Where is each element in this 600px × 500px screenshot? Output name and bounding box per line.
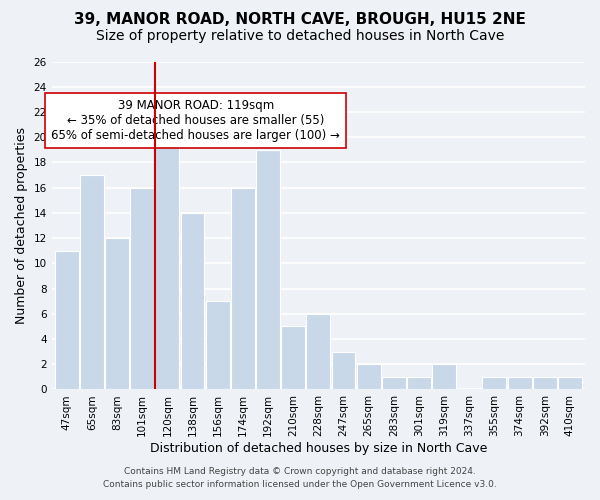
Text: Contains HM Land Registry data © Crown copyright and database right 2024.
Contai: Contains HM Land Registry data © Crown c… xyxy=(103,468,497,489)
Bar xyxy=(130,188,154,390)
Bar xyxy=(155,112,179,390)
Bar xyxy=(80,175,104,390)
Bar xyxy=(332,352,355,390)
Bar xyxy=(231,188,255,390)
Bar xyxy=(432,364,456,390)
Bar xyxy=(307,314,330,390)
Y-axis label: Number of detached properties: Number of detached properties xyxy=(15,127,28,324)
Bar xyxy=(356,364,380,390)
X-axis label: Distribution of detached houses by size in North Cave: Distribution of detached houses by size … xyxy=(149,442,487,455)
Bar xyxy=(105,238,129,390)
Text: 39 MANOR ROAD: 119sqm
← 35% of detached houses are smaller (55)
65% of semi-deta: 39 MANOR ROAD: 119sqm ← 35% of detached … xyxy=(51,99,340,142)
Bar xyxy=(508,377,532,390)
Bar xyxy=(256,150,280,390)
Bar xyxy=(206,301,230,390)
Bar xyxy=(181,213,205,390)
Text: Size of property relative to detached houses in North Cave: Size of property relative to detached ho… xyxy=(96,29,504,43)
Bar xyxy=(407,377,431,390)
Bar xyxy=(281,326,305,390)
Bar xyxy=(558,377,582,390)
Bar xyxy=(55,250,79,390)
Bar xyxy=(482,377,506,390)
Text: 39, MANOR ROAD, NORTH CAVE, BROUGH, HU15 2NE: 39, MANOR ROAD, NORTH CAVE, BROUGH, HU15… xyxy=(74,12,526,28)
Bar xyxy=(382,377,406,390)
Bar xyxy=(533,377,557,390)
